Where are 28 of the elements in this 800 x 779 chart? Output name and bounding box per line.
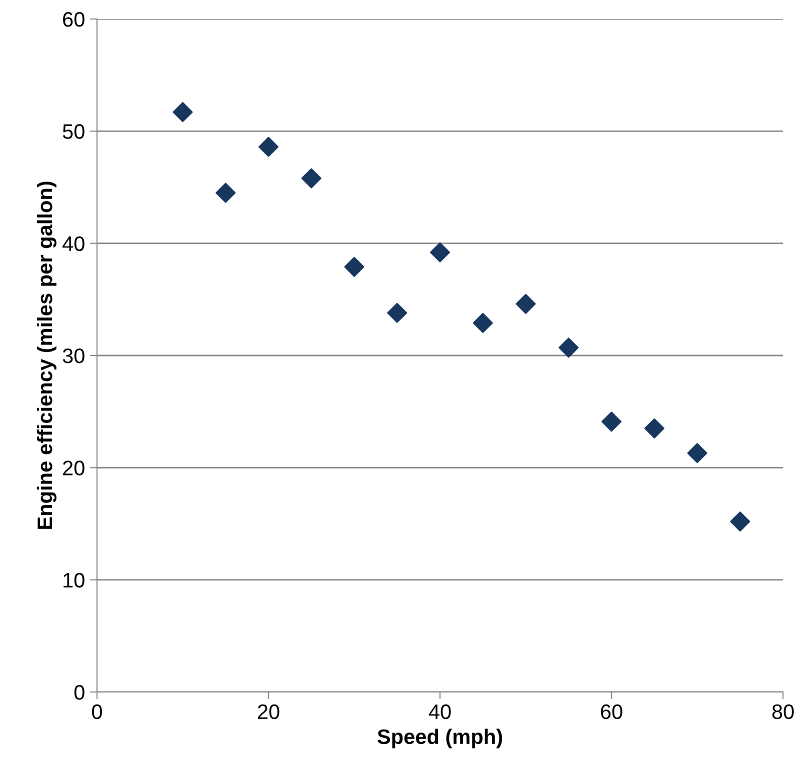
y-axis-title: Engine efficiency (miles per gallon) — [36, 182, 56, 529]
point — [258, 136, 279, 157]
point — [301, 168, 322, 188]
point — [472, 312, 493, 333]
y-tick-label: 0 — [74, 685, 84, 700]
y-tick-label: 20 — [63, 460, 84, 476]
y-tick-label: 30 — [62, 348, 84, 364]
point — [430, 242, 450, 262]
point — [172, 102, 193, 122]
point — [516, 294, 536, 314]
point — [344, 256, 364, 277]
y-tick-label: 10 — [64, 572, 84, 588]
y-tick-label: 60 — [63, 12, 84, 27]
point — [216, 182, 236, 203]
point — [730, 511, 750, 532]
point — [558, 338, 579, 358]
x-axis-title: Speed (mph) — [378, 728, 502, 748]
x-tick-label: 80 — [772, 704, 794, 720]
point — [387, 302, 408, 323]
point — [601, 412, 622, 432]
point — [644, 418, 664, 438]
x-tick-label: 20 — [258, 704, 280, 720]
x-tick-label: 0 — [92, 704, 102, 720]
y-tick-label: 50 — [62, 124, 84, 139]
point — [687, 443, 708, 464]
y-tick-label: 40 — [62, 236, 84, 252]
x-tick-label: 40 — [428, 704, 451, 720]
x-tick-label: 60 — [600, 704, 622, 720]
